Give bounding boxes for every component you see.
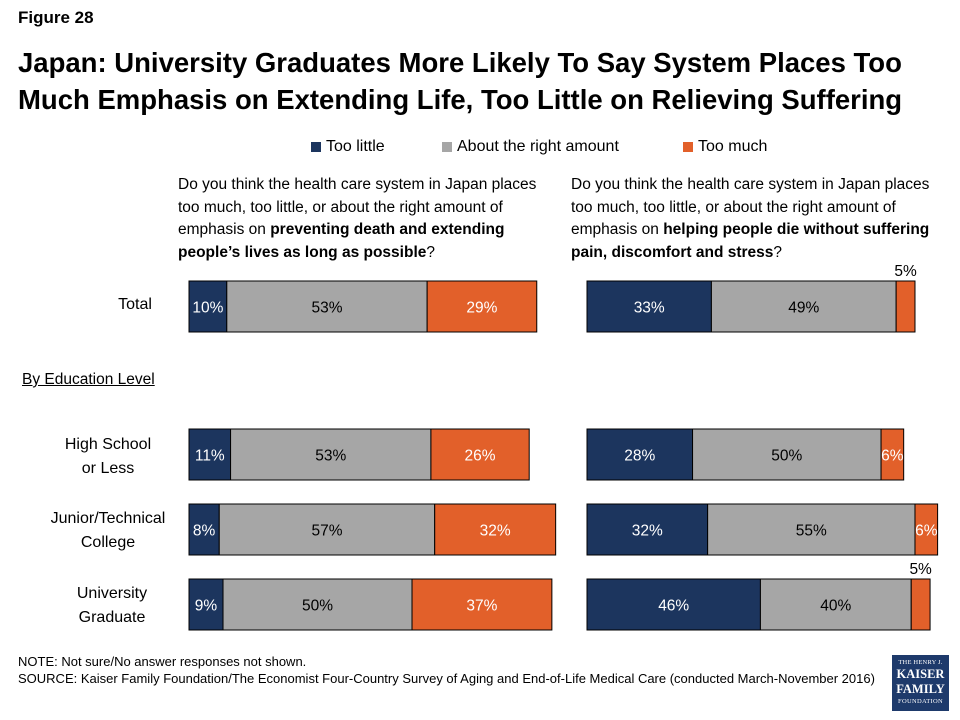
- data-label-left-university-too-little: 9%: [195, 598, 218, 615]
- data-label-right-university-too-little: 46%: [658, 598, 689, 615]
- figure-label: Figure 28: [18, 8, 94, 27]
- bar-right-high-school-too-little: [586, 428, 694, 481]
- bar-left-university-about-right: [222, 578, 413, 631]
- bar-right-university-too-much: [910, 578, 931, 631]
- data-label-left-high-school-too-little: 11%: [195, 448, 225, 465]
- bar-left-total-too-little: [188, 280, 228, 333]
- bar-right-total-about-right: [710, 280, 897, 333]
- question-right-text: Do you think the health care system in J…: [571, 176, 930, 238]
- data-label-left-junior-technical-about-right: 57%: [311, 523, 342, 540]
- bar-right-junior-technical-about-right: [707, 503, 916, 556]
- bar-left-total-about-right: [226, 280, 428, 333]
- question-left-bold: preventing death and extending people’s …: [178, 221, 505, 261]
- data-label-left-total-too-much: 29%: [466, 300, 497, 317]
- row-label-university-line2: Graduate: [78, 608, 146, 626]
- data-label-right-total-too-much: 5%: [894, 263, 917, 280]
- data-label-left-total-about-right: 53%: [311, 300, 342, 317]
- bar-left-high-school-too-little: [188, 428, 232, 481]
- data-label-left-junior-technical-too-little: 8%: [193, 523, 216, 540]
- legend-item-too-much: Too much: [683, 138, 767, 156]
- data-label-left-high-school-about-right: 53%: [315, 448, 346, 465]
- bar-left-university-too-little: [188, 578, 224, 631]
- data-label-right-junior-technical-too-little: 32%: [632, 523, 663, 540]
- data-label-left-junior-technical-too-much: 32%: [480, 523, 511, 540]
- data-label-left-university-about-right: 50%: [302, 598, 333, 615]
- bar-left-university-too-much: [411, 578, 553, 631]
- data-label-right-university-too-much: 5%: [909, 561, 932, 578]
- legend-label-about-right: About the right amount: [457, 138, 619, 155]
- row-label-university-line1: University: [76, 585, 148, 602]
- question-left-end: ?: [426, 243, 436, 261]
- bar-right-high-school-too-much: [880, 428, 905, 481]
- data-label-right-high-school-too-little: 28%: [624, 448, 655, 465]
- row-label-junior-technical: Junior/Technical College: [33, 507, 183, 554]
- bar-right-total-too-much: [895, 280, 916, 333]
- logo-line-1: THE HENRY J.: [898, 659, 943, 666]
- row-label-junior-line1: Junior/Technical: [50, 510, 166, 527]
- bar-right-university-about-right: [759, 578, 912, 631]
- legend-swatch-too-little: [311, 142, 321, 152]
- data-label-right-high-school-too-much: 6%: [881, 448, 904, 465]
- question-left-text: Do you think the health care system in J…: [178, 176, 537, 238]
- row-label-high-school-line1: High School: [64, 436, 152, 453]
- group-label: By Education Level: [22, 371, 155, 388]
- question-right-end: ?: [773, 243, 783, 261]
- legend-label-too-much: Too much: [698, 138, 768, 155]
- bar-left-high-school-too-much: [430, 428, 530, 481]
- row-label-total-line: Total: [118, 296, 152, 313]
- logo-line-3: FOUNDATION: [898, 698, 943, 705]
- data-label-right-junior-technical-too-much: 6%: [915, 523, 938, 540]
- question-right: Do you think the health care system in J…: [571, 174, 941, 264]
- data-label-right-total-about-right: 49%: [788, 300, 819, 317]
- source: SOURCE: Kaiser Family Foundation/The Eco…: [18, 671, 875, 686]
- bar-left-junior-technical-about-right: [218, 503, 436, 556]
- bar-right-high-school-about-right: [692, 428, 882, 481]
- data-label-right-high-school-about-right: 50%: [771, 448, 802, 465]
- row-label-high-school-line2: or Less: [81, 459, 135, 477]
- bar-right-university-too-little: [586, 578, 761, 631]
- bar-left-total-too-much: [426, 280, 538, 333]
- legend-item-about-right: About the right amount: [442, 138, 619, 156]
- bar-left-high-school-about-right: [230, 428, 432, 481]
- row-label-junior-line2: College: [80, 533, 136, 551]
- legend-swatch-about-right: [442, 142, 452, 152]
- question-right-bold: helping people die without suffering pai…: [571, 221, 930, 261]
- legend-swatch-too-much: [683, 142, 693, 152]
- data-label-right-total-too-little: 33%: [634, 300, 665, 317]
- bar-right-total-too-little: [586, 280, 712, 333]
- bar-right-junior-technical-too-little: [586, 503, 709, 556]
- data-label-left-high-school-too-much: 26%: [465, 448, 496, 465]
- legend-item-too-little: Too little: [311, 138, 385, 156]
- bar-left-junior-technical-too-much: [434, 503, 557, 556]
- legend-label-too-little: Too little: [326, 138, 385, 155]
- bar-right-junior-technical-too-much: [914, 503, 939, 556]
- row-label-high-school: High School or Less: [33, 433, 183, 480]
- data-label-right-junior-technical-about-right: 55%: [796, 523, 827, 540]
- logo-line-2a: KAISER: [896, 667, 945, 681]
- data-label-left-university-too-much: 37%: [466, 598, 497, 615]
- logo-line-2b: FAMILY: [896, 682, 945, 696]
- question-left: Do you think the health care system in J…: [178, 174, 548, 264]
- kff-logo: THE HENRY J. KAISER FAMILY FOUNDATION: [892, 655, 949, 711]
- row-label-university: University Graduate: [37, 582, 187, 629]
- bar-left-junior-technical-too-little: [188, 503, 220, 556]
- legend: Too little About the right amount Too mu…: [0, 138, 960, 160]
- row-label-total: Total: [60, 293, 210, 317]
- data-label-right-university-about-right: 40%: [820, 598, 851, 615]
- chart-title: Japan: University Graduates More Likely …: [18, 47, 903, 115]
- note: NOTE: Not sure/No answer responses not s…: [18, 654, 307, 669]
- data-label-left-total-too-little: 10%: [192, 300, 223, 317]
